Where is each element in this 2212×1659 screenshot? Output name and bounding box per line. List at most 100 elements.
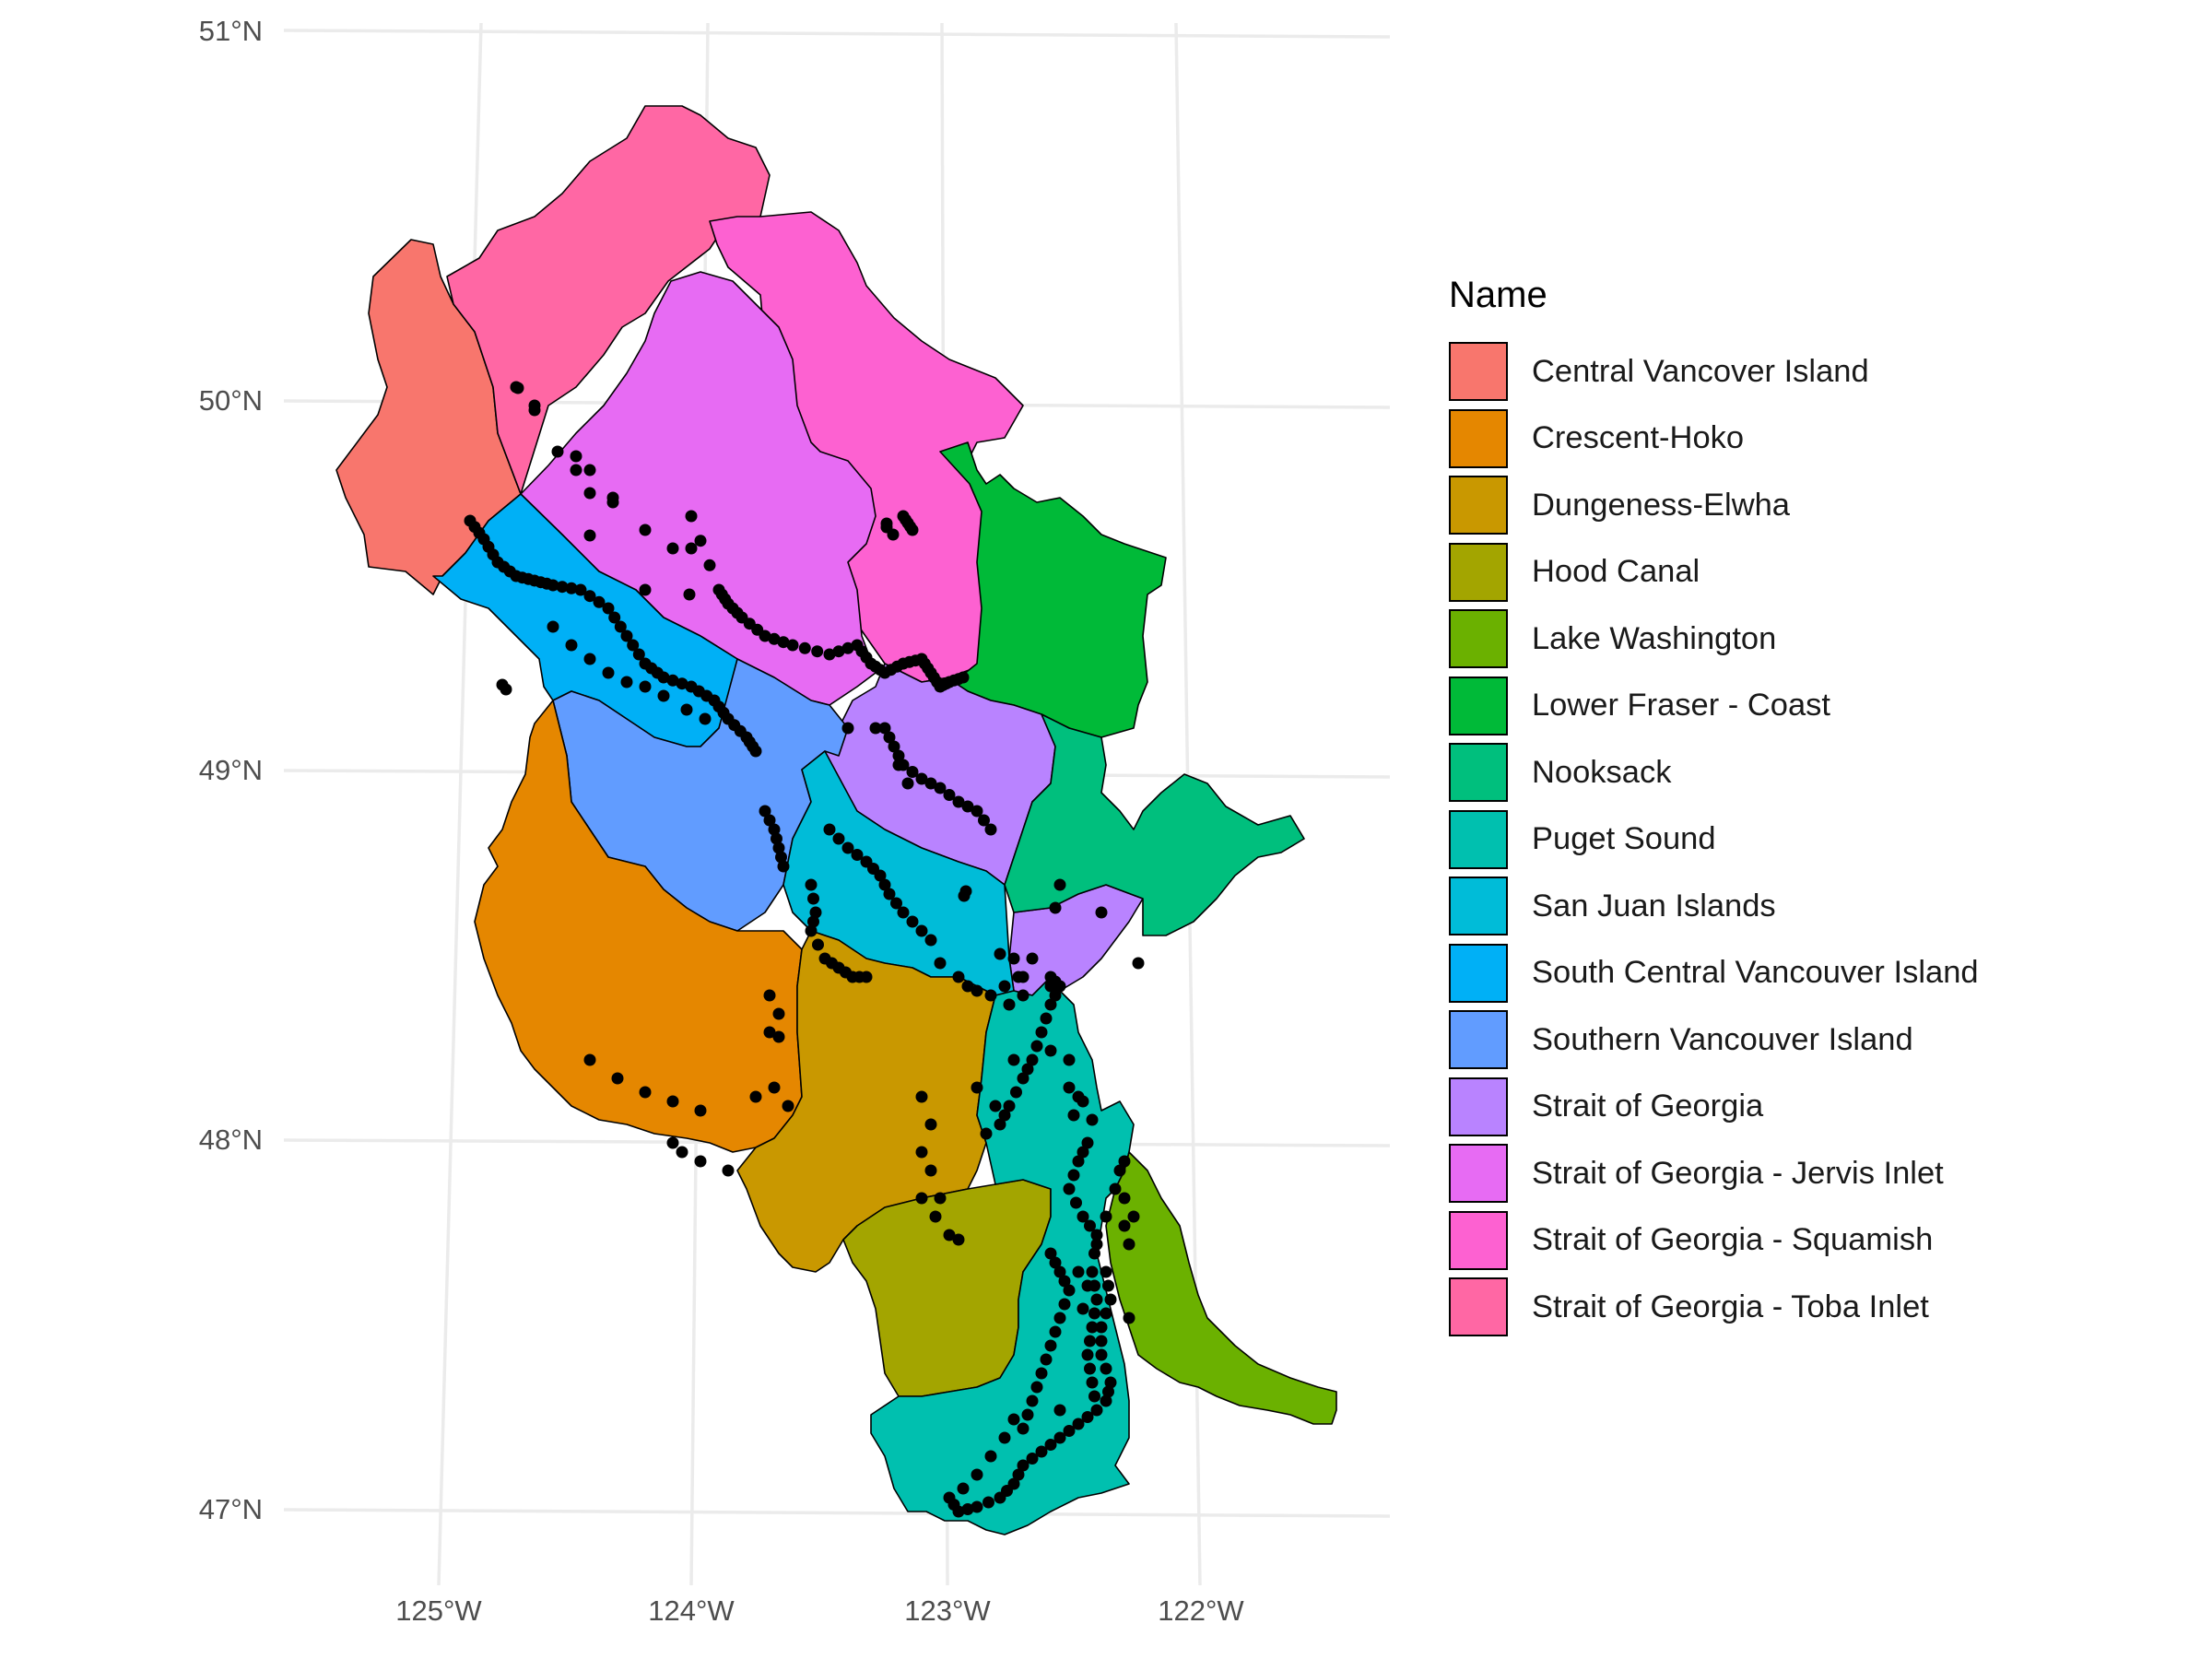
site-point: [1063, 1081, 1076, 1094]
site-point: [1127, 1210, 1140, 1223]
site-point: [1123, 1238, 1135, 1251]
site-point: [1102, 1385, 1114, 1398]
site-point: [620, 629, 633, 642]
legend-swatch: [1449, 476, 1508, 535]
site-point: [547, 620, 559, 633]
site-point: [892, 759, 905, 771]
site-point: [1072, 1155, 1085, 1168]
site-point: [759, 629, 771, 642]
site-point: [528, 404, 541, 417]
site-point: [1088, 1247, 1100, 1260]
site-point: [666, 1095, 679, 1108]
site-point: [1086, 1265, 1099, 1278]
site-point: [1090, 1238, 1103, 1251]
site-point: [1049, 1325, 1062, 1338]
site-point: [777, 636, 790, 649]
legend-label: Strait of Georgia: [1532, 1088, 1764, 1124]
site-point: [1072, 1418, 1085, 1430]
site-point: [565, 639, 578, 652]
legend-swatch: [1449, 743, 1508, 803]
legend-label: Hood Canal: [1532, 554, 1700, 590]
site-point: [1086, 1376, 1099, 1389]
site-point: [978, 814, 990, 827]
site-point: [583, 529, 596, 542]
site-point: [583, 1053, 596, 1066]
legend-item: Nooksack: [1449, 739, 1979, 806]
site-point: [1081, 1279, 1094, 1292]
gridline-lat-51: [283, 29, 1391, 39]
site-point: [812, 938, 824, 951]
site-point: [722, 1164, 735, 1177]
region-nooksack: [1004, 713, 1305, 936]
site-point: [1053, 1312, 1066, 1324]
legend-item: Central Vancover Island: [1449, 338, 1979, 406]
site-point: [627, 639, 640, 652]
site-point: [1040, 1012, 1053, 1025]
site-point: [1088, 1390, 1100, 1403]
site-point: [639, 583, 652, 596]
legend-swatch: [1449, 408, 1508, 468]
site-point: [971, 1081, 983, 1094]
site-point: [841, 722, 854, 735]
y-axis-label-49n: 49°N: [198, 754, 263, 786]
site-point: [1063, 1182, 1076, 1195]
site-point: [994, 947, 1006, 960]
watershed-regions: [335, 105, 1337, 1535]
legend-swatch: [1449, 1210, 1508, 1270]
site-point: [943, 1491, 956, 1504]
site-point: [1026, 1053, 1039, 1066]
site-point: [957, 1482, 970, 1495]
site-point: [934, 1192, 947, 1205]
site-point: [1053, 878, 1066, 891]
site-point: [772, 1030, 785, 1043]
site-point: [1012, 1468, 1025, 1481]
site-point: [775, 851, 787, 864]
site-point: [1081, 1411, 1094, 1423]
legend-label: Strait of Georgia - Jervis Inlet: [1532, 1155, 1944, 1191]
site-point: [1100, 1394, 1112, 1407]
site-point: [1007, 952, 1020, 965]
site-point: [1007, 1053, 1020, 1066]
site-point: [1010, 1086, 1022, 1099]
site-point: [1053, 1265, 1066, 1278]
site-point: [961, 980, 974, 993]
site-point: [915, 1146, 928, 1159]
site-point: [547, 579, 559, 592]
site-point: [676, 677, 688, 690]
site-point: [666, 674, 679, 687]
site-point: [1035, 1367, 1048, 1380]
site-point: [798, 641, 811, 654]
site-point: [602, 666, 615, 679]
site-point: [1100, 1210, 1112, 1223]
site-point: [583, 653, 596, 665]
legend-item: Crescent-Hoko: [1449, 406, 1979, 473]
site-point: [574, 583, 587, 596]
legend-item: South Central Vancouver Island: [1449, 940, 1979, 1007]
site-point: [1109, 1182, 1122, 1195]
site-point: [639, 680, 652, 693]
site-point: [676, 1146, 688, 1159]
legend-item: Lower Fraser - Coast: [1449, 673, 1979, 740]
site-point: [989, 1100, 1002, 1112]
site-point: [1077, 1095, 1089, 1108]
site-point: [1067, 1109, 1080, 1122]
site-point: [1044, 998, 1057, 1011]
site-point: [694, 1155, 707, 1168]
site-point: [971, 1500, 983, 1513]
region-lake-washington: [1105, 1151, 1337, 1425]
site-point: [878, 722, 891, 735]
site-point: [1040, 1353, 1053, 1366]
site-point: [994, 1491, 1006, 1504]
legend-swatch: [1449, 609, 1508, 669]
site-point: [1017, 1422, 1030, 1435]
site-point: [971, 984, 983, 997]
legend-item: San Juan Islands: [1449, 873, 1979, 940]
site-point: [500, 683, 512, 696]
site-point: [915, 772, 928, 785]
site-point: [952, 795, 965, 808]
site-point: [768, 823, 781, 836]
region-crescent-hoko: [474, 700, 803, 1153]
site-point: [998, 980, 1011, 993]
site-point: [961, 800, 974, 813]
site-point: [887, 528, 900, 541]
